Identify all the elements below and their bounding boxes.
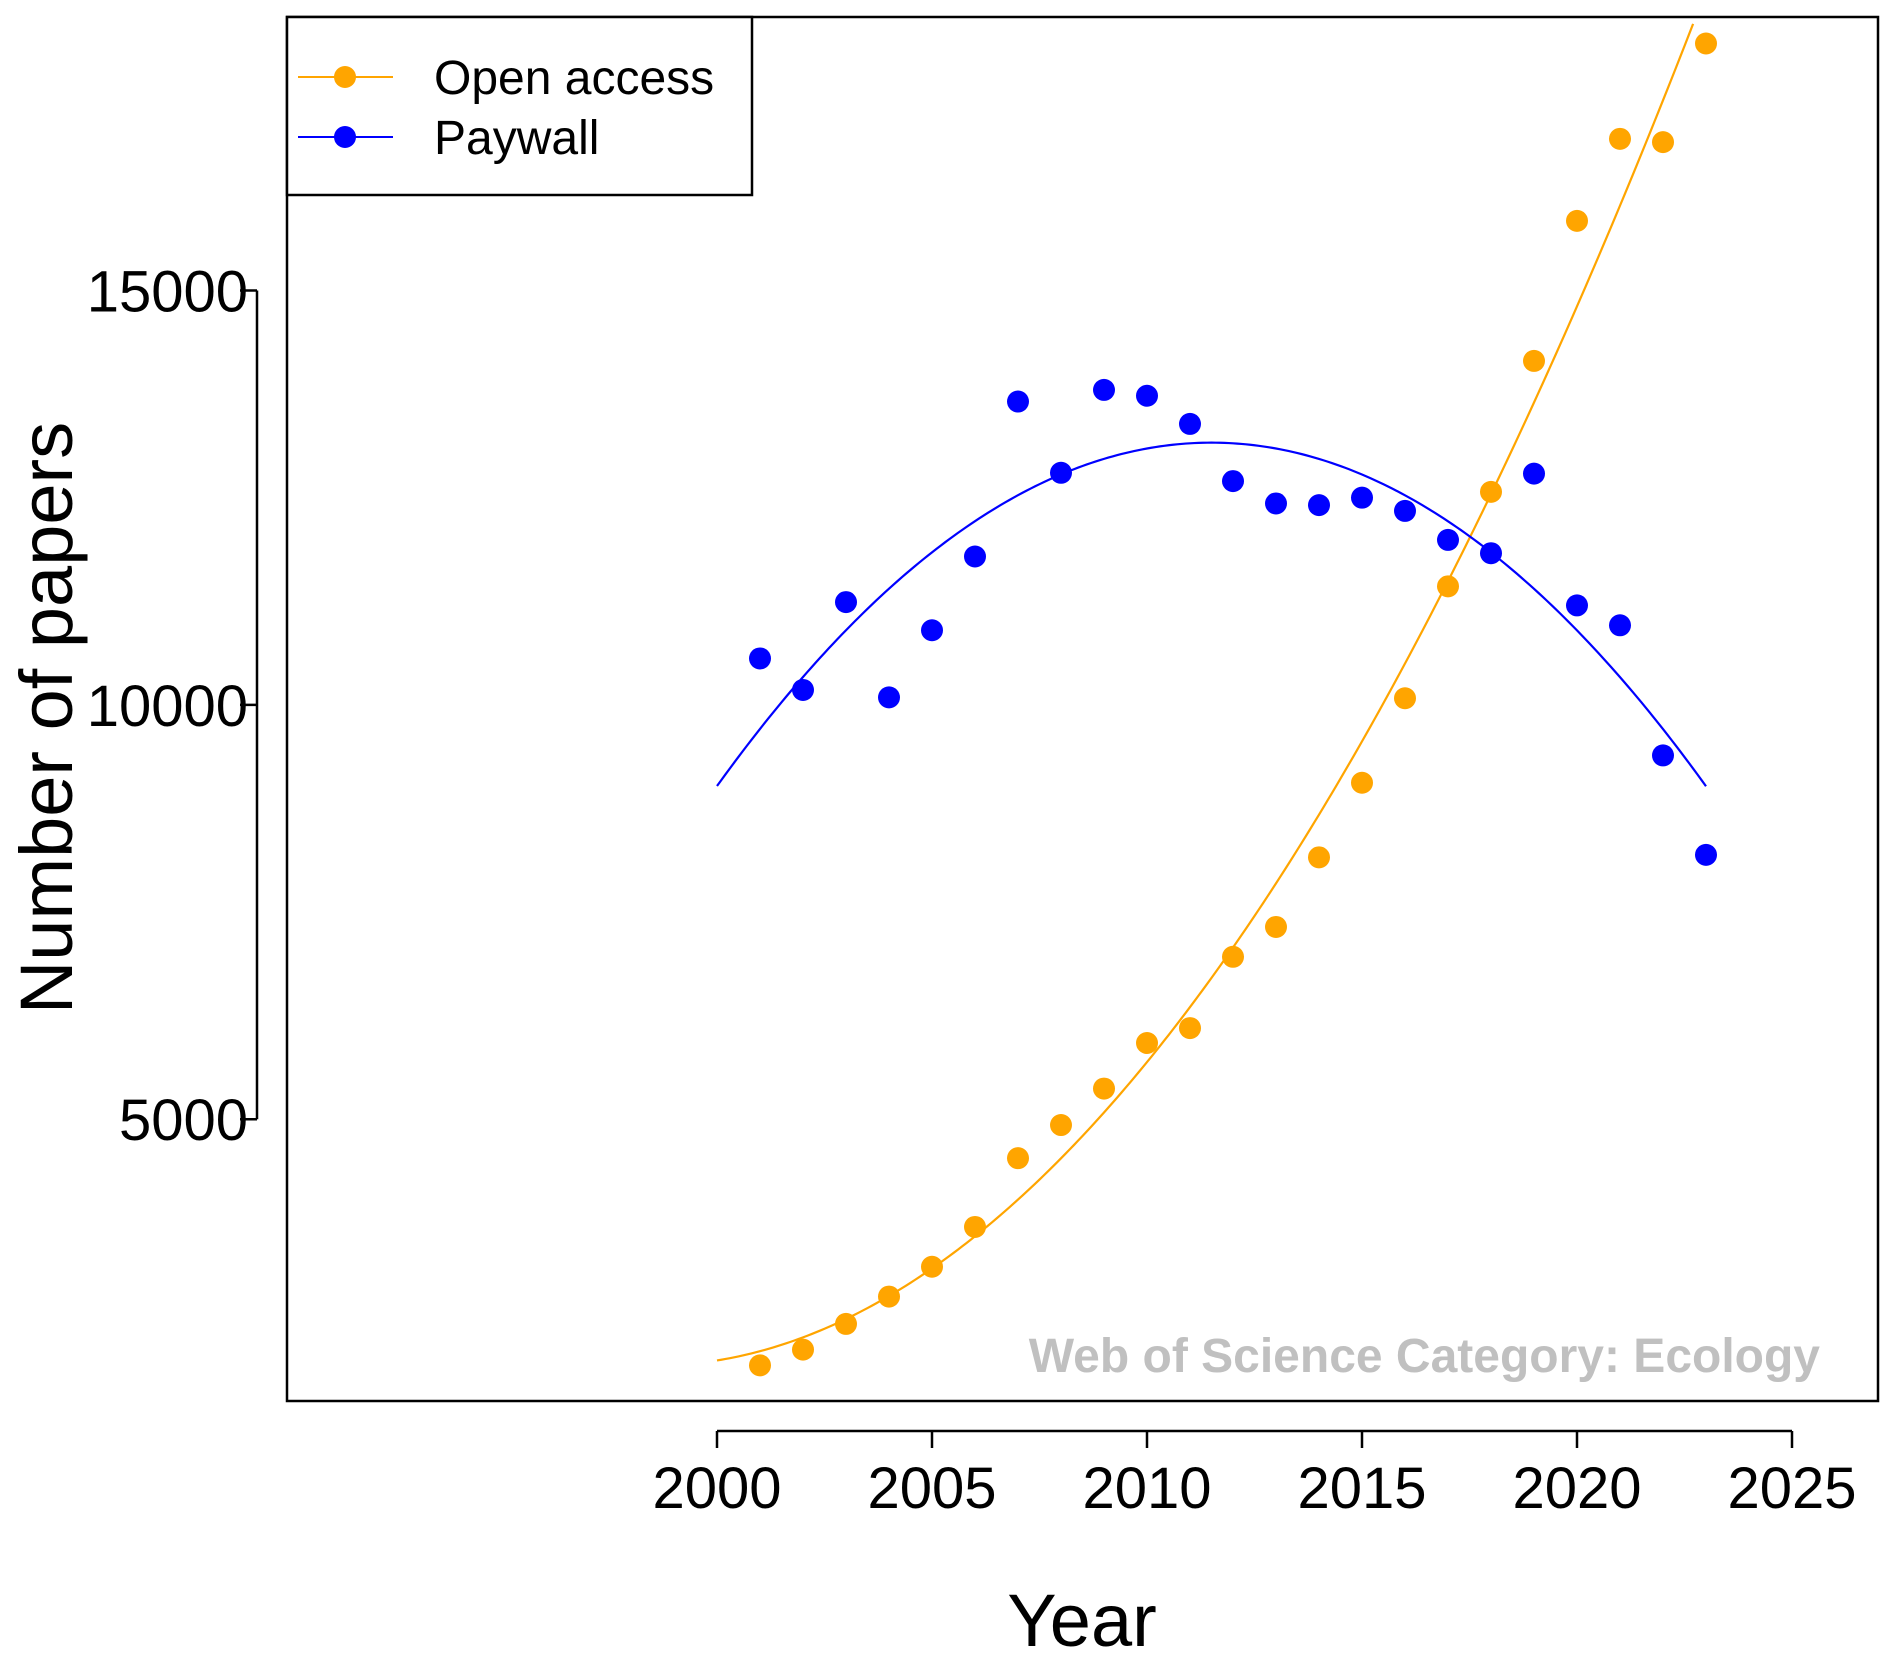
point-paywall <box>1093 378 1115 401</box>
x-tick-label: 2020 <box>1512 1456 1641 1521</box>
x-tick-label: 2005 <box>867 1456 996 1521</box>
plot-frame <box>285 15 1880 1403</box>
point-paywall <box>1480 542 1502 565</box>
point-paywall <box>749 647 771 670</box>
point-paywall <box>1652 744 1674 767</box>
point-open-access <box>921 1255 943 1278</box>
y-tick-label: 5000 <box>119 1088 248 1153</box>
point-paywall <box>1050 461 1072 484</box>
y-axis: 5000 10000 15000 <box>87 259 259 1153</box>
point-paywall <box>1695 843 1717 866</box>
point-open-access <box>1566 209 1588 232</box>
point-open-access <box>1179 1017 1201 1040</box>
point-paywall <box>1437 528 1459 551</box>
x-axis-title: Year <box>1007 1579 1157 1653</box>
point-open-access <box>1480 480 1502 503</box>
fit-line-paywall <box>716 441 1707 787</box>
legend: Open access Paywall <box>285 15 754 197</box>
point-open-access <box>1308 846 1330 869</box>
category-annotation: Web of Science Category: Ecology <box>1029 1330 1821 1383</box>
point-open-access <box>1695 32 1717 55</box>
point-paywall <box>1394 499 1416 522</box>
point-open-access <box>835 1312 857 1335</box>
y-tick-label: 10000 <box>87 674 248 739</box>
x-tick-label: 2025 <box>1727 1456 1856 1521</box>
point-paywall <box>1351 486 1373 509</box>
point-paywall <box>1308 494 1330 517</box>
point-paywall <box>1265 492 1287 515</box>
point-open-access <box>1351 771 1373 794</box>
point-open-access <box>1007 1147 1029 1170</box>
point-paywall <box>878 686 900 709</box>
point-paywall <box>1007 390 1029 413</box>
point-open-access <box>749 1354 771 1377</box>
y-tick-label: 15000 <box>87 259 248 324</box>
point-open-access <box>792 1338 814 1361</box>
point-paywall <box>1222 470 1244 493</box>
data-points <box>749 32 1717 1377</box>
legend-marker-paywall <box>334 126 356 148</box>
point-open-access <box>1265 915 1287 938</box>
legend-label-paywall: Paywall <box>434 112 599 165</box>
point-open-access <box>1136 1031 1158 1054</box>
legend-marker-open-access <box>334 66 356 88</box>
x-tick-label: 2015 <box>1297 1456 1426 1521</box>
point-open-access <box>1437 575 1459 598</box>
point-paywall <box>964 545 986 568</box>
x-axis: 2000 2005 2010 2015 2020 2025 <box>652 1429 1857 1521</box>
point-open-access <box>1222 945 1244 968</box>
fit-lines <box>716 23 1707 1362</box>
point-open-access <box>1609 127 1631 150</box>
x-tick-label: 2010 <box>1082 1456 1211 1521</box>
point-paywall <box>1609 614 1631 637</box>
point-paywall <box>835 591 857 614</box>
legend-label-open-access: Open access <box>434 52 714 105</box>
point-paywall <box>1566 594 1588 617</box>
point-paywall <box>921 619 943 642</box>
point-open-access <box>1394 687 1416 710</box>
legend-box <box>285 15 754 197</box>
fit-line-open-access <box>716 23 1695 1362</box>
point-open-access <box>878 1285 900 1308</box>
y-axis-title: Number of papers <box>5 422 88 1014</box>
point-paywall <box>1523 462 1545 485</box>
point-open-access <box>1523 349 1545 372</box>
point-paywall <box>1179 412 1201 435</box>
point-open-access <box>1652 131 1674 154</box>
point-open-access <box>1093 1077 1115 1100</box>
point-paywall <box>792 678 814 701</box>
point-open-access <box>1050 1114 1072 1137</box>
point-paywall <box>1136 384 1158 407</box>
point-open-access <box>964 1215 986 1238</box>
x-tick-label: 2000 <box>652 1456 781 1521</box>
